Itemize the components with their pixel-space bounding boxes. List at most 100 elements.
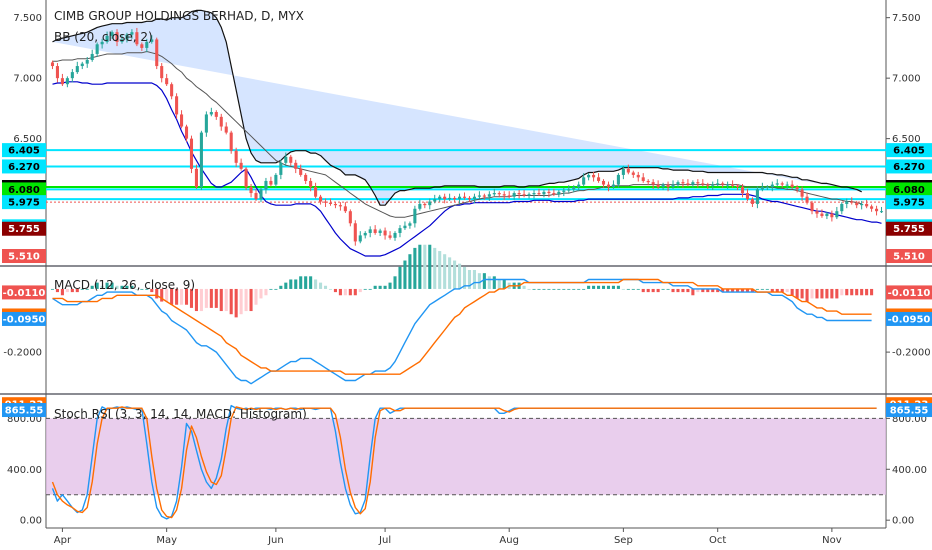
candle-body-145 [770, 184, 774, 188]
macd-hist-bar-120 [646, 288, 650, 293]
candle-body-2 [60, 78, 64, 85]
candle-body-23 [165, 78, 169, 85]
candle-body-54 [319, 196, 323, 202]
macd-hist-bar-97 [532, 288, 536, 290]
candle-body-61 [353, 223, 357, 242]
candle-body-128 [686, 183, 690, 185]
macd-hist-bar-133 [711, 288, 715, 293]
price-left-badge-6 [2, 221, 46, 236]
candle-body-67 [383, 230, 387, 236]
macd-hist-bar-67 [383, 285, 387, 289]
candle-body-136 [726, 184, 730, 186]
price-right-tick-0: 7.500 [892, 13, 921, 24]
candle-body-73 [413, 208, 417, 224]
macd-hist-bar-104 [567, 288, 571, 290]
candle-body-83 [462, 196, 467, 198]
candle-body-28 [189, 138, 194, 169]
macd-hist-bar-100 [547, 288, 551, 290]
candle-body-96 [527, 194, 531, 196]
candle-body-158 [835, 211, 839, 218]
macd-hist-bar-151 [800, 288, 804, 299]
candle-body-50 [299, 168, 303, 175]
candle-body-113 [611, 184, 615, 188]
macd-hist-bar-12 [110, 282, 114, 289]
candle-body-84 [467, 197, 472, 200]
macd-hist-bar-56 [328, 288, 333, 290]
macd-pane[interactable] [50, 244, 874, 385]
price-pane[interactable] [46, 9, 886, 257]
macd-hist-bar-79 [443, 254, 447, 289]
macd-hist-bar-48 [289, 279, 293, 289]
macd-hist-bar-51 [304, 276, 308, 289]
macd-hist-bar-113 [611, 285, 615, 289]
macd-hist-bar-129 [691, 288, 695, 296]
macd-hist-bar-119 [641, 288, 645, 293]
candle-body-109 [592, 174, 596, 178]
candle-body-103 [562, 190, 566, 192]
macd-hist-bar-125 [671, 288, 675, 293]
macd-right-badge-0 [886, 285, 932, 300]
macd-hist-bar-54 [319, 282, 323, 289]
macd-hist-bar-136 [726, 288, 730, 293]
candle-body-104 [567, 189, 571, 191]
candle-body-126 [676, 182, 680, 185]
macd-hist-bar-144 [765, 288, 769, 290]
candle-body-46 [279, 162, 283, 175]
price-left-badge-label-3: 6.080 [8, 185, 40, 196]
macd-hist-bar-146 [775, 288, 779, 293]
candle-body-71 [403, 225, 407, 229]
candle-body-72 [408, 223, 412, 226]
macd-hist-bar-90 [497, 279, 501, 289]
macd-hist-bar-96 [527, 288, 531, 290]
price-right-badge-label-4: 5.975 [893, 198, 925, 209]
candle-body-14 [120, 39, 124, 42]
candle-body-127 [681, 182, 685, 184]
price-left-badge-1 [2, 159, 46, 174]
macd-hist-bar-13 [115, 285, 119, 289]
macd-hist-bar-78 [438, 251, 442, 289]
price-right-badge-6 [886, 221, 932, 236]
stoch-legend: Stoch RSI (3, 3, 14, 14, MACD: Histogram… [54, 407, 307, 421]
macd-hist-bar-147 [780, 288, 784, 293]
stoch-left-badge-1 [2, 403, 46, 418]
macd-hist-bar-134 [716, 288, 720, 293]
candle-body-162 [855, 202, 859, 206]
candle-body-111 [601, 180, 606, 185]
macd-left-badge-2 [2, 311, 46, 326]
macd-hist-bar-28 [189, 288, 194, 308]
candle-body-165 [870, 206, 874, 209]
price-left-badge-label-6: 5.755 [8, 224, 40, 235]
candle-body-148 [785, 184, 789, 186]
stoch-right-badge-label-1: 865.55 [890, 406, 929, 417]
candle-body-163 [860, 203, 864, 206]
macd-hist-bar-143 [760, 288, 764, 290]
macd-left-badge-0 [2, 285, 46, 300]
candle-body-1 [55, 66, 59, 79]
macd-hist-bar-52 [309, 276, 313, 289]
macd-hist-bar-29 [194, 288, 198, 312]
candle-body-159 [840, 203, 844, 212]
macd-hist-bar-26 [180, 288, 184, 305]
stoch-left-tick-2: 0.00 [20, 516, 42, 527]
candle-body-93 [512, 193, 516, 197]
macd-hist-bar-156 [825, 288, 829, 299]
macd-hist-bar-106 [577, 288, 581, 290]
candle-body-101 [552, 193, 556, 195]
macd-hist-bar-140 [745, 288, 750, 293]
candle-body-38 [239, 162, 243, 169]
candle-body-69 [393, 232, 397, 238]
macd-hist-bar-95 [522, 285, 526, 289]
candle-body-129 [691, 182, 695, 185]
stoch-d-line [51, 406, 877, 519]
candle-body-63 [363, 232, 367, 236]
candle-body-160 [845, 201, 849, 204]
candle-body-97 [532, 193, 536, 195]
candle-body-139 [740, 187, 745, 194]
macd-hist-bar-69 [393, 276, 397, 289]
macd-hist-bar-162 [855, 288, 859, 296]
macd-hist-bar-43 [264, 288, 268, 296]
stoch-left-tick-1: 400.00 [7, 465, 42, 476]
candle-body-44 [269, 180, 273, 185]
stoch-rsi-pane[interactable] [46, 404, 886, 520]
